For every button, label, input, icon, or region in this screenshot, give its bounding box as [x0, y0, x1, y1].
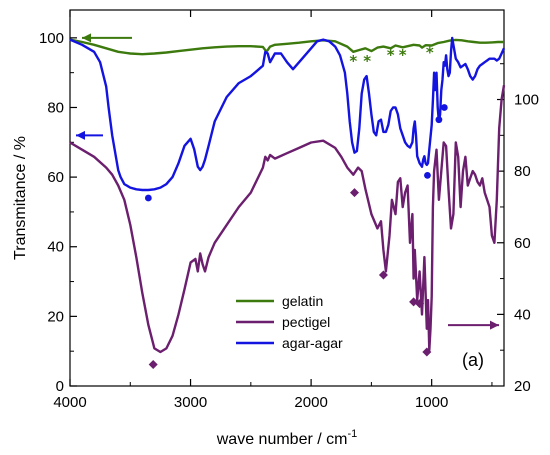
left-y-axis: 0 20 40 60 80 100: [39, 30, 77, 395]
series-line-pectigel: [69, 85, 506, 354]
x-tick-label-1000: 1000: [415, 394, 448, 411]
x-axis: 4000 3000 2000 1000: [53, 10, 493, 411]
gelatin-band-marker: *: [387, 46, 395, 64]
gelatin-band-marker: *: [399, 46, 407, 64]
x-axis-title: wave number / cm-1: [216, 428, 358, 448]
agar-band-marker: [424, 171, 431, 179]
plot-frame: [69, 9, 505, 387]
axis-arrowhead-agar-agar: [76, 130, 85, 140]
x-tick-label-4000: 4000: [53, 394, 86, 411]
legend: gelatin pectigel agar-agar: [236, 293, 343, 351]
gelatin-band-marker: *: [426, 43, 434, 61]
x-tick-label-2000: 2000: [294, 394, 327, 411]
left-tick-label-80: 80: [47, 99, 64, 116]
gelatin-band-marker: *: [363, 52, 371, 70]
legend-label-gelatin: gelatin: [282, 293, 323, 309]
pectigel-band-marker: [415, 299, 425, 309]
left-tick-label-100: 100: [39, 30, 64, 47]
series-line-agar-agar: [69, 36, 506, 192]
right-tick-label-80: 80: [514, 163, 531, 180]
x-axis-title-text: wave number / cm: [216, 431, 348, 448]
legend-label-pectigel: pectigel: [282, 314, 330, 330]
right-tick-label-60: 60: [514, 235, 531, 252]
right-tick-label-bottom: 20: [514, 378, 531, 395]
left-tick-label-0: 0: [56, 378, 64, 395]
agar-band-marker: [435, 116, 443, 124]
right-tick-label-100: 100: [514, 92, 539, 109]
agar-band-marker: [440, 104, 448, 111]
x-axis-title-exponent: -1: [347, 428, 357, 440]
right-y-axis: 40 60 80 100 20: [497, 63, 539, 395]
x-tick-label-3000: 3000: [174, 394, 207, 411]
left-tick-label-40: 40: [47, 239, 64, 256]
axis-arrowhead-gelatin: [82, 33, 91, 43]
pectigel-band-marker: [378, 270, 388, 280]
left-tick-label-60: 60: [47, 169, 64, 186]
marker-layer: * * * * *: [144, 43, 448, 370]
left-tick-label-20: 20: [47, 308, 64, 325]
y-axis-title: Transmitance / %: [12, 136, 29, 260]
arrow-layer: [76, 33, 499, 330]
pectigel-band-marker: [350, 188, 360, 198]
pectigel-band-marker: [422, 347, 432, 357]
series-line-gelatin: [69, 38, 504, 56]
legend-label-agar-agar: agar-agar: [282, 335, 343, 351]
right-tick-label-40: 40: [514, 306, 531, 323]
gelatin-band-marker: *: [349, 52, 357, 70]
agar-band-marker: [144, 194, 152, 202]
pectigel-band-marker: [148, 360, 158, 370]
axis-arrowhead-pectigel: [490, 320, 499, 330]
series-layer: [69, 36, 506, 354]
panel-label: (a): [462, 350, 484, 370]
